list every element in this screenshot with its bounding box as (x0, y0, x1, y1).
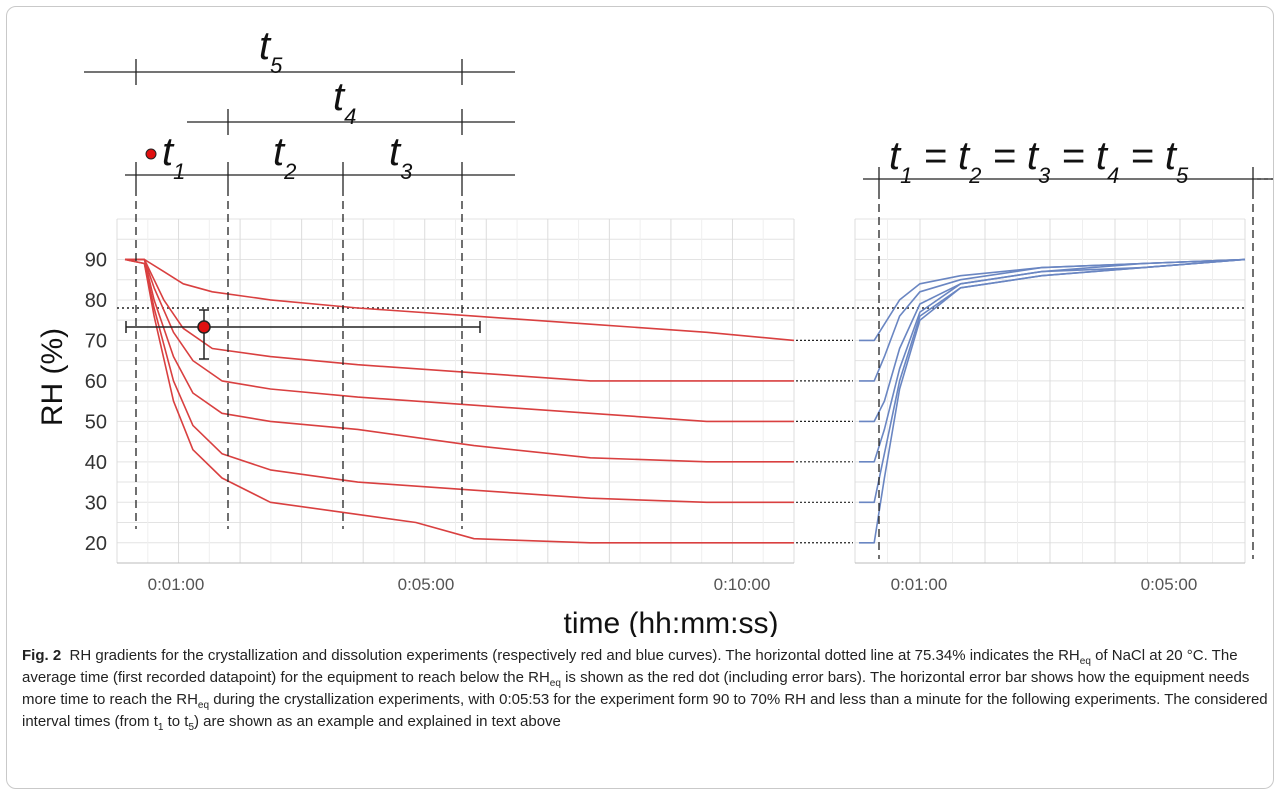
crystallization-curves (124, 258, 795, 544)
figure-frame: 20 30 40 50 60 70 80 90 RH (%) 0:01:00 0:05:00 … (6, 6, 1274, 789)
t1-label: t1 (162, 130, 185, 184)
interval-markers-right (863, 167, 1273, 559)
dissolution-curve-4 (859, 258, 1246, 463)
y-tick-label: 70 (85, 330, 107, 352)
x-tick-label-right-1: 0:01:00 (891, 575, 948, 594)
x-tick-label-right-5: 0:05:00 (1141, 575, 1198, 594)
y-tick-label: 30 (85, 492, 107, 514)
caption-sub-5: 5 (188, 722, 194, 733)
caption-sub-eq-1: eq (1079, 656, 1091, 667)
t3-label: t3 (389, 130, 413, 184)
caption-text-3: is shown as the red dot (including error… (22, 669, 1250, 708)
figure-caption: Fig. 2 RH gradients for the crystallizat… (22, 645, 1272, 733)
y-axis-label: RH (%) (36, 328, 69, 426)
t4-label: t4 (333, 75, 356, 129)
left-panel-grid (116, 218, 795, 564)
y-tick-label: 40 (85, 452, 107, 474)
caption-text-6: ) are shown as an example and explained … (194, 713, 561, 730)
caption-text-5: to t (163, 713, 189, 730)
dissolution-curve-6 (859, 258, 1246, 544)
crystallization-curve-4 (125, 258, 794, 463)
dissolution-curve-2 (859, 258, 1246, 382)
y-tick-label: 60 (85, 371, 107, 393)
caption-text-2: of NaCl at 20 °C. The average time (firs… (22, 647, 1238, 686)
x-tick-label-left-10: 0:10:00 (714, 575, 771, 594)
crystallization-curve-1 (125, 258, 795, 342)
crystallization-curve-6 (124, 258, 794, 544)
x-tick-label-left-5: 0:05:00 (398, 575, 455, 594)
caption-sub-1: 1 (157, 722, 164, 733)
y-tick-label: 20 (85, 533, 107, 555)
y-tick-label: 90 (85, 249, 107, 271)
caption-sub-eq-2: eq (549, 678, 561, 689)
red-dot (197, 320, 211, 334)
x-axis-label: time (hh:mm:ss) (563, 607, 778, 637)
y-tick-label: 80 (85, 290, 107, 312)
red-dot-errorbar (125, 309, 481, 360)
caption-label: Fig. 2 (22, 647, 62, 664)
crystallization-curve-5 (124, 258, 794, 504)
interval-markers-left (84, 59, 515, 529)
dissolution-curves (859, 258, 1246, 544)
panel-connectors (796, 339, 853, 544)
y-tick-labels: 20 30 40 50 60 70 80 90 (85, 249, 107, 554)
t5-label: t5 (259, 24, 283, 78)
x-tick-label-left-1: 0:01:00 (148, 575, 205, 594)
y-tick-label: 50 (85, 411, 107, 433)
caption-sub-eq-3: eq (197, 700, 210, 711)
crystallization-curve-3 (125, 258, 794, 423)
right-interval-equation: t1 = t2 = t3 = t4 = t5 (889, 134, 1189, 188)
red-dot-legend-marker (145, 148, 157, 160)
crystallization-curve-2 (125, 258, 794, 382)
caption-text-1: RH gradients for the crystallization and… (69, 647, 1080, 664)
t2-label: t2 (273, 130, 296, 184)
right-panel-grid (854, 218, 1246, 564)
dissolution-curve-3 (859, 258, 1246, 423)
caption-text-4: during the crystallization experiments, … (22, 691, 1268, 730)
